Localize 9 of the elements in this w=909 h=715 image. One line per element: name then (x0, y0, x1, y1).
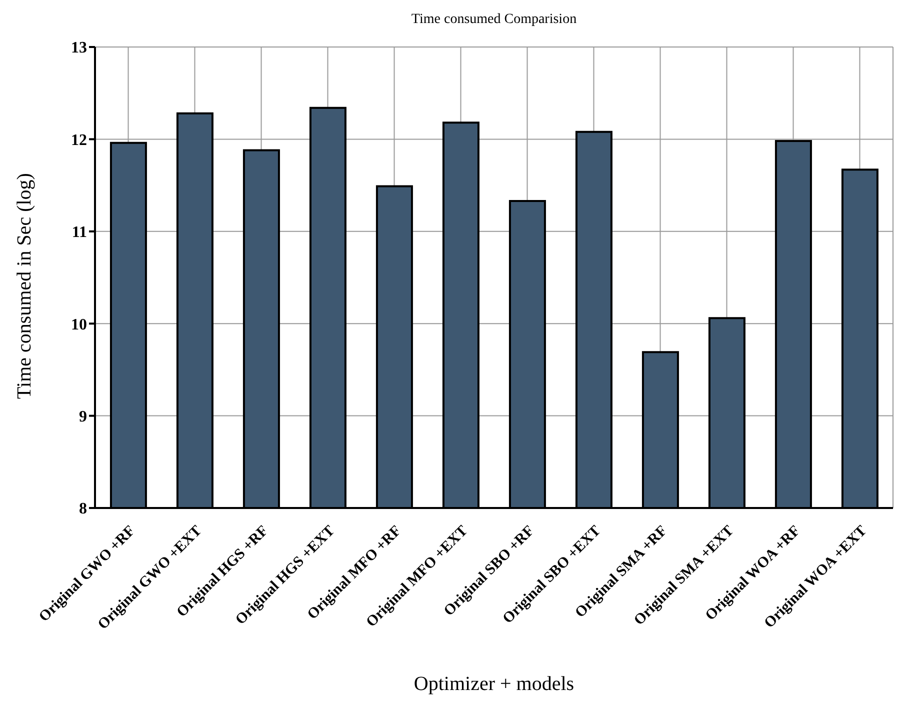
x-axis-title: Optimizer + models (412, 673, 576, 696)
y-tick-label: 13 (71, 40, 87, 57)
y-tick-label: 12 (71, 132, 87, 149)
y-axis-title: Time consumed in Sec (log) (14, 173, 36, 399)
y-tick-label: 11 (72, 224, 87, 242)
y-tick-label: 9 (79, 408, 87, 426)
chart-title: Time consumed Comparision (410, 12, 578, 28)
y-tick-label: 10 (71, 316, 87, 334)
y-tick-label: 8 (79, 500, 87, 518)
